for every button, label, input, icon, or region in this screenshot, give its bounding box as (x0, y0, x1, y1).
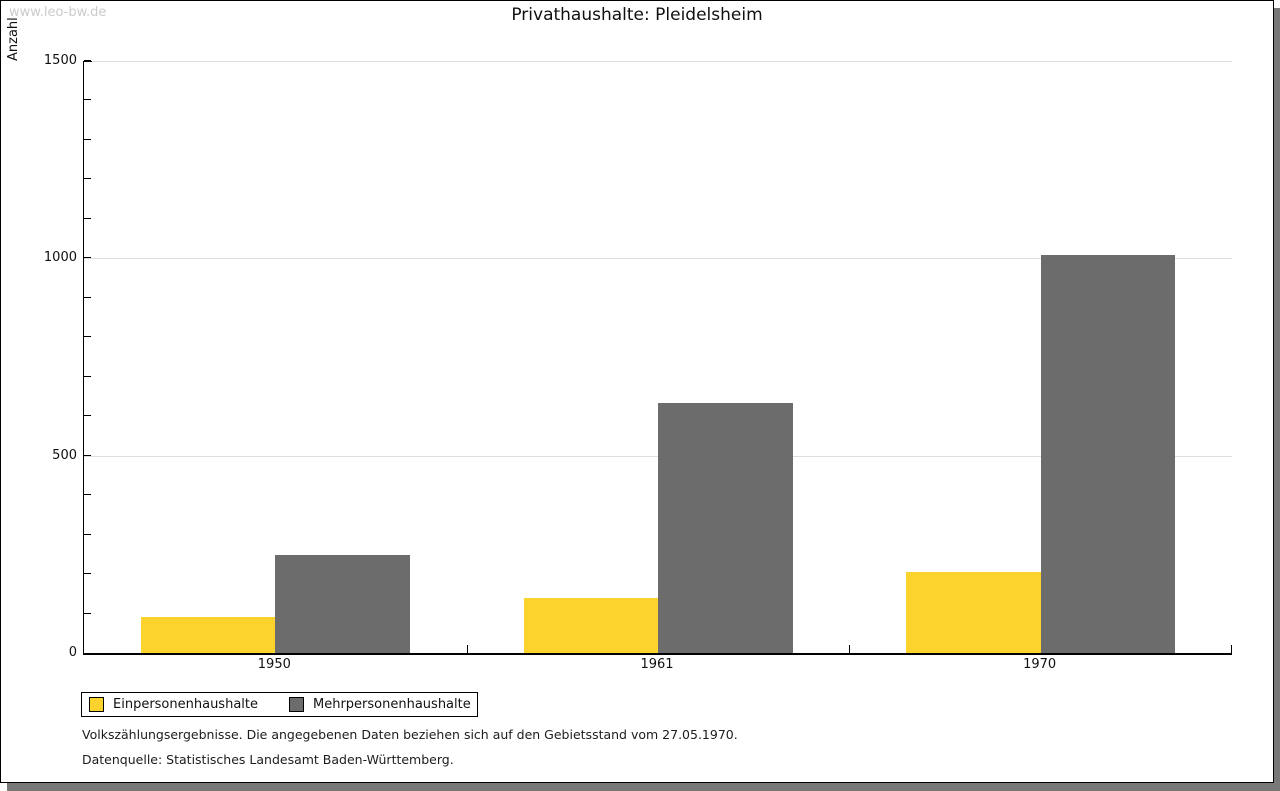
watermark: www.leo-bw.de (9, 5, 107, 20)
y-tick-mark-400 (84, 494, 91, 496)
y-tick-mark-1400 (84, 99, 91, 101)
x-axis-separator-tick (466, 645, 468, 653)
gridline-1500 (84, 61, 1232, 62)
bar-1961-einpersonenhaushalte (523, 598, 658, 653)
gridline-1000 (84, 258, 1232, 260)
footnote-data-source: Datenquelle: Statistisches Landesamt Bad… (82, 752, 454, 767)
x-tick-label-1950: 1950 (257, 657, 291, 672)
x-tick-label-1961: 1961 (640, 657, 674, 672)
legend-label-mehrpersonenhaushalte: Mehrpersonenhaushalte (313, 697, 471, 712)
x-axis-separator-tick (849, 645, 851, 653)
bar-1961-mehrpersonenhaushalte (658, 403, 793, 653)
bar-1970-mehrpersonenhaushalte (1040, 255, 1176, 653)
y-tick-label-0: 0 (68, 645, 77, 660)
bar-1950-einpersonenhaushalte (140, 617, 276, 653)
y-tick-mark-500 (84, 454, 91, 456)
y-tick-mark-300 (84, 533, 91, 535)
y-tick-label-1500: 1500 (43, 53, 77, 68)
legend-swatch-einpersonenhaushalte (89, 697, 104, 712)
y-tick-mark-1200 (84, 178, 91, 180)
y-tick-mark-1100 (84, 217, 91, 219)
y-tick-mark-700 (84, 375, 91, 377)
y-axis-end-cap (84, 61, 92, 62)
legend-swatch-mehrpersonenhaushalte (289, 697, 304, 712)
chart-title: Privathaushalte: Pleidelsheim (511, 5, 763, 25)
y-tick-mark-800 (84, 336, 91, 338)
bar-1970-einpersonenhaushalte (906, 572, 1041, 653)
y-tick-mark-900 (84, 296, 91, 298)
y-tick-mark-1000 (84, 257, 91, 259)
y-tick-label-500: 500 (52, 447, 77, 463)
bar-1950-mehrpersonenhaushalte (275, 555, 410, 653)
y-tick-mark-1500 (84, 60, 91, 61)
y-tick-mark-600 (84, 415, 91, 417)
y-tick-label-1000: 1000 (43, 250, 77, 266)
legend-label-einpersonenhaushalte: Einpersonenhaushalte (113, 697, 258, 712)
x-axis-end-cap (1231, 645, 1232, 653)
footnote-census-info: Volkszählungsergebnisse. Die angegebenen… (82, 727, 738, 742)
plot-area (83, 60, 1232, 655)
y-tick-mark-100 (84, 612, 91, 614)
y-tick-mark-200 (84, 573, 91, 575)
legend: Einpersonenhaushalte Mehrpersonenhaushal… (81, 692, 478, 717)
y-tick-mark-1300 (84, 138, 91, 140)
x-tick-label-1970: 1970 (1023, 657, 1057, 672)
